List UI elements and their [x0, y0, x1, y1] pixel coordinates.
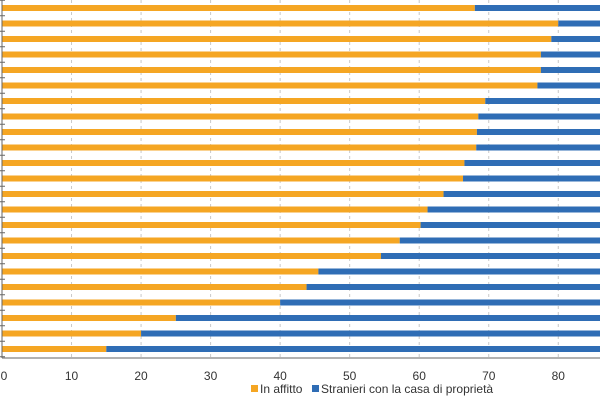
bar-segment-casa-di-proprieta: [463, 175, 600, 182]
x-tick-label: 60: [413, 369, 427, 383]
bar-segment-in-affitto: [2, 98, 486, 104]
bar-segment-casa-di-proprieta: [537, 82, 600, 89]
bar-segment-in-affitto: [2, 82, 538, 89]
legend-label: In affitto: [260, 382, 303, 396]
bar-segment-casa-di-proprieta: [540, 51, 600, 58]
bar-segment-in-affitto: [2, 20, 559, 27]
x-tick-label: 10: [65, 369, 79, 383]
bar-segment-in-affitto: [2, 144, 477, 151]
bar-segment-in-affitto: [2, 346, 107, 352]
bar-segment-casa-di-proprieta: [306, 284, 600, 290]
bar-segment-in-affitto: [2, 113, 479, 120]
bars: [2, 5, 600, 352]
bar-segment-casa-di-proprieta: [464, 160, 600, 166]
bar-segment-in-affitto: [2, 268, 319, 275]
x-tick-labels: 0 10 20 30 40 50 60 70 80: [1, 369, 566, 383]
bar-segment-in-affitto: [2, 299, 281, 306]
bar-segment-in-affitto: [2, 206, 428, 213]
bar-segment-in-affitto: [2, 237, 400, 244]
x-tick-label: 80: [552, 369, 566, 383]
bar-segment-in-affitto: [2, 175, 464, 182]
bar-segment-in-affitto: [2, 160, 465, 166]
bar-segment-in-affitto: [2, 129, 477, 135]
bar-segment-casa-di-proprieta: [540, 67, 600, 73]
legend-swatch: [312, 385, 319, 392]
bar-segment-casa-di-proprieta: [420, 222, 600, 228]
bar-segment-casa-di-proprieta: [443, 191, 600, 197]
legend: In affitto Stranieri con la casa di propr…: [251, 382, 493, 396]
bar-segment-in-affitto: [2, 5, 475, 11]
bar-segment-casa-di-proprieta: [476, 144, 600, 151]
x-tick-label: 20: [134, 369, 148, 383]
x-tick-label: 40: [273, 369, 287, 383]
bar-segment-casa-di-proprieta: [141, 330, 600, 337]
bar-segment-in-affitto: [2, 315, 176, 321]
bar-segment-casa-di-proprieta: [478, 113, 600, 120]
x-tick-label: 0: [1, 369, 8, 383]
bar-segment-in-affitto: [2, 67, 541, 73]
bar-segment-in-affitto: [2, 51, 541, 58]
bar-segment-casa-di-proprieta: [318, 268, 600, 275]
bar-segment-casa-di-proprieta: [476, 129, 600, 135]
axes: [0, 0, 600, 359]
bar-segment-in-affitto: [2, 191, 444, 197]
bar-segment-casa-di-proprieta: [399, 237, 600, 244]
bar-segment-casa-di-proprieta: [427, 206, 600, 213]
bar-segment-in-affitto: [2, 222, 421, 228]
bar-segment-in-affitto: [2, 284, 307, 290]
bar-segment-in-affitto: [2, 36, 552, 42]
bar-segment-casa-di-proprieta: [380, 253, 600, 259]
legend-swatch: [251, 385, 258, 392]
bar-segment-casa-di-proprieta: [474, 5, 600, 11]
bar-segment-casa-di-proprieta: [106, 346, 600, 352]
bar-segment-casa-di-proprieta: [558, 20, 600, 27]
bar-segment-casa-di-proprieta: [175, 315, 600, 321]
bar-segment-in-affitto: [2, 253, 381, 259]
x-tick-label: 50: [343, 369, 357, 383]
bar-segment-casa-di-proprieta: [551, 36, 600, 42]
legend-label: Stranieri con la casa di proprietà: [321, 382, 493, 396]
x-tick-label: 70: [482, 369, 496, 383]
x-tick-label: 30: [204, 369, 218, 383]
bar-segment-in-affitto: [2, 330, 142, 337]
bar-segment-casa-di-proprieta: [485, 98, 600, 104]
bar-segment-casa-di-proprieta: [280, 299, 600, 306]
